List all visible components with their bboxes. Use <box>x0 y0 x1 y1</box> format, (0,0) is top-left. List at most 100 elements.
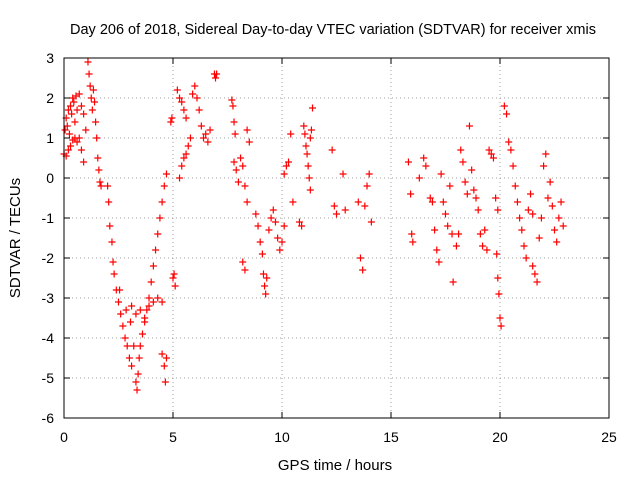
chart-title: Day 206 of 2018, Sidereal Day-to-day VTE… <box>70 22 596 38</box>
data-point <box>507 146 515 154</box>
data-point <box>535 234 543 242</box>
data-point <box>154 294 162 302</box>
x-tick-label: 5 <box>169 429 177 445</box>
data-point <box>134 370 142 378</box>
data-point <box>307 126 315 134</box>
data-point <box>241 266 249 274</box>
data-point <box>77 146 85 154</box>
y-tick-label: -6 <box>42 410 55 426</box>
x-tick-label: 0 <box>60 429 68 445</box>
data-point <box>91 98 99 106</box>
data-point <box>128 302 136 310</box>
data-point <box>559 222 567 230</box>
data-point <box>132 310 140 318</box>
data-point <box>87 94 95 102</box>
data-point <box>529 210 537 218</box>
data-point <box>485 146 493 154</box>
data-point <box>85 70 93 78</box>
data-point <box>106 222 114 230</box>
data-point <box>64 146 72 154</box>
data-point <box>128 362 136 370</box>
data-point <box>304 162 312 170</box>
data-point <box>330 202 338 210</box>
data-point <box>160 182 168 190</box>
data-point <box>472 194 480 202</box>
data-point <box>442 210 449 218</box>
y-tick-label: -1 <box>42 210 55 226</box>
data-point <box>470 186 478 194</box>
data-point <box>230 158 238 166</box>
data-point <box>448 230 456 238</box>
x-tick-label: 15 <box>383 429 399 445</box>
data-point <box>516 214 524 222</box>
data-point <box>452 242 460 250</box>
data-point <box>122 306 130 314</box>
data-point <box>548 202 556 210</box>
data-point <box>437 170 445 178</box>
data-point <box>496 314 504 322</box>
data-point <box>415 174 423 182</box>
data-point <box>468 166 476 174</box>
data-point <box>169 274 177 282</box>
data-point <box>197 122 205 130</box>
data-point <box>234 178 242 186</box>
data-point <box>553 238 561 246</box>
data-point <box>64 106 72 114</box>
data-point <box>300 122 308 130</box>
data-point <box>68 110 76 118</box>
data-point <box>95 166 103 174</box>
data-point <box>232 166 240 174</box>
data-point <box>278 238 286 246</box>
data-point <box>152 246 160 254</box>
data-point <box>546 178 554 186</box>
data-point <box>171 282 179 290</box>
data-point <box>495 290 503 298</box>
data-point <box>167 118 175 126</box>
data-point <box>306 186 314 194</box>
data-point <box>408 230 416 238</box>
data-point <box>189 90 197 98</box>
data-point <box>158 298 166 306</box>
data-point <box>206 126 214 134</box>
data-point <box>252 210 260 218</box>
data-point <box>529 262 537 270</box>
data-point <box>557 198 565 206</box>
data-point <box>149 262 157 270</box>
data-point <box>119 322 127 330</box>
data-point <box>527 190 535 198</box>
data-point <box>126 318 134 326</box>
data-point <box>178 98 186 106</box>
data-point <box>73 106 81 114</box>
data-point <box>483 246 491 254</box>
data-point <box>92 118 100 126</box>
data-point <box>256 238 264 246</box>
data-point <box>280 222 288 230</box>
data-point <box>162 170 170 178</box>
data-point <box>465 122 473 130</box>
data-point <box>522 254 530 262</box>
data-point <box>170 270 178 278</box>
data-point <box>168 114 176 122</box>
data-point <box>271 218 279 226</box>
data-point <box>94 154 102 162</box>
data-point <box>269 206 277 214</box>
data-point <box>497 322 505 330</box>
data-point <box>289 198 297 206</box>
data-point <box>540 162 548 170</box>
data-point <box>422 162 430 170</box>
data-point <box>136 342 144 350</box>
data-point <box>154 230 162 238</box>
data-point <box>494 206 502 214</box>
data-point <box>551 226 558 234</box>
data-point <box>202 130 210 138</box>
data-point <box>191 82 199 90</box>
data-point <box>228 96 236 104</box>
data-point <box>116 286 124 294</box>
data-point <box>474 206 482 214</box>
data-point <box>489 154 497 162</box>
data-point <box>274 234 282 242</box>
data-point <box>500 102 508 110</box>
data-point <box>75 134 83 142</box>
data-point <box>457 146 465 154</box>
